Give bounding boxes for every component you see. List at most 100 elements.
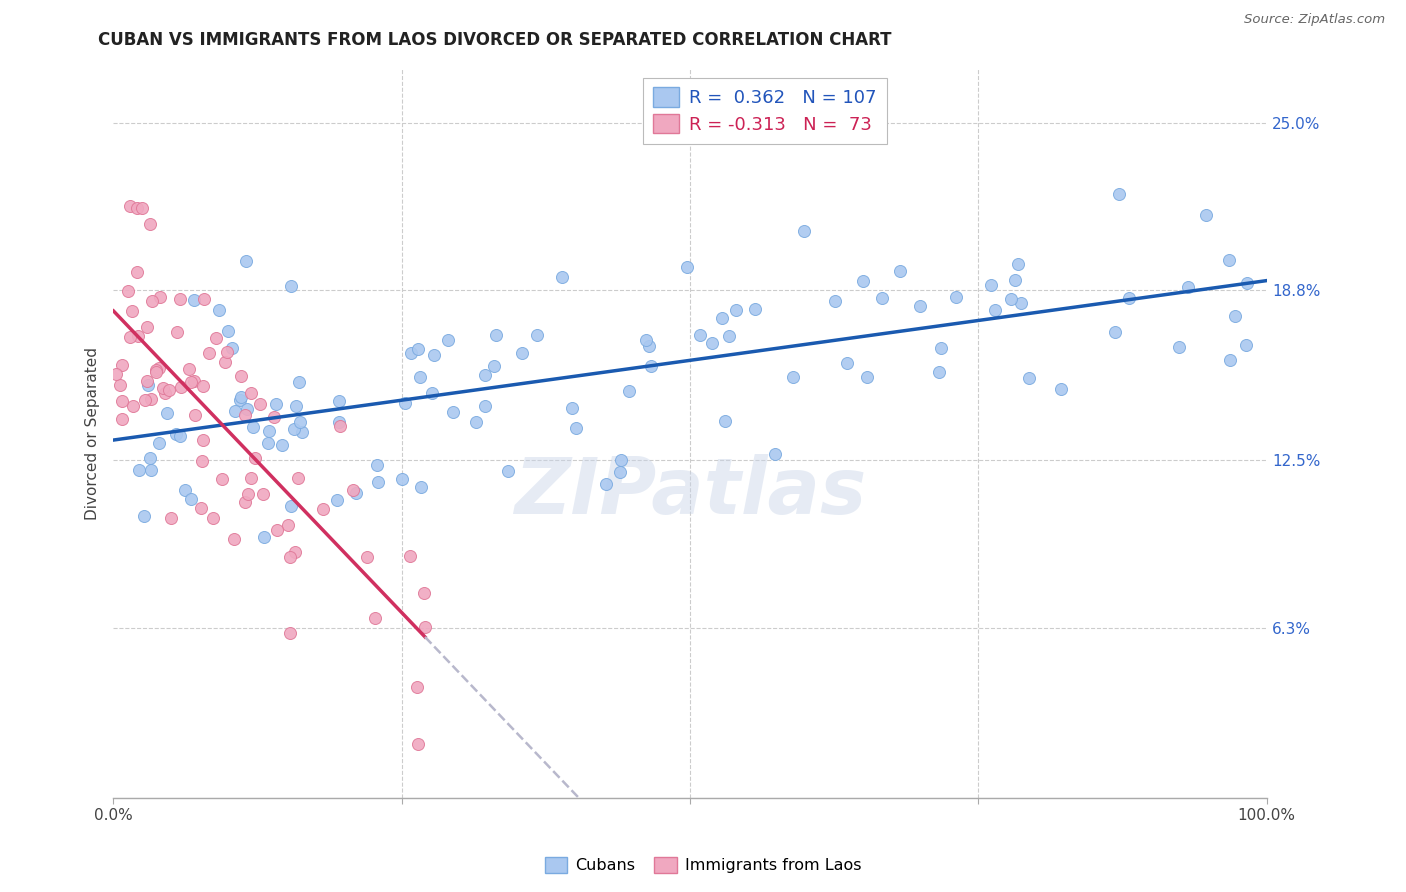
Point	[1007, 257, 1029, 271]
Point	[198, 345, 221, 359]
Point	[560, 401, 582, 415]
Point	[108, 378, 131, 392]
Point	[1004, 272, 1026, 286]
Point	[1236, 276, 1258, 290]
Point	[436, 333, 458, 347]
Point	[152, 381, 174, 395]
Point	[329, 419, 352, 434]
Point	[264, 397, 287, 411]
Point	[157, 383, 180, 397]
Point	[344, 486, 367, 500]
Point	[136, 377, 159, 392]
Point	[312, 501, 335, 516]
Point	[510, 345, 533, 359]
Point	[221, 341, 243, 355]
Point	[640, 359, 662, 373]
Point	[413, 620, 436, 634]
Point	[173, 483, 195, 497]
Point	[1018, 370, 1040, 384]
Point	[235, 494, 257, 508]
Point	[190, 500, 212, 515]
Point	[139, 217, 162, 231]
Point	[236, 487, 259, 501]
Point	[280, 499, 302, 513]
Point	[278, 550, 301, 565]
Point	[127, 265, 149, 279]
Point	[135, 320, 157, 334]
Y-axis label: Divorced or Separated: Divorced or Separated	[86, 347, 100, 520]
Point	[406, 680, 429, 694]
Point	[191, 378, 214, 392]
Point	[166, 325, 188, 339]
Point	[367, 475, 389, 489]
Point	[141, 463, 163, 477]
Point	[835, 356, 858, 370]
Point	[564, 421, 586, 435]
Point	[889, 264, 911, 278]
Point	[131, 201, 153, 215]
Point	[205, 331, 228, 345]
Point	[1108, 186, 1130, 201]
Point	[441, 405, 464, 419]
Point	[1118, 291, 1140, 305]
Point	[190, 454, 212, 468]
Point	[127, 328, 149, 343]
Point	[291, 425, 314, 439]
Point	[718, 329, 741, 343]
Point	[242, 420, 264, 434]
Point	[277, 517, 299, 532]
Point	[263, 409, 285, 424]
Point	[1195, 208, 1218, 222]
Legend: Cubans, Immigrants from Laos: Cubans, Immigrants from Laos	[538, 850, 868, 880]
Point	[409, 480, 432, 494]
Point	[240, 471, 263, 485]
Point	[183, 293, 205, 308]
Point	[160, 511, 183, 525]
Point	[169, 380, 191, 394]
Text: ZIPatlas: ZIPatlas	[515, 454, 866, 530]
Point	[288, 415, 311, 429]
Point	[482, 359, 505, 374]
Point	[156, 406, 179, 420]
Point	[278, 625, 301, 640]
Point	[118, 330, 141, 344]
Point	[526, 328, 548, 343]
Point	[208, 303, 231, 318]
Point	[399, 346, 422, 360]
Point	[910, 299, 932, 313]
Point	[1049, 382, 1071, 396]
Point	[1177, 280, 1199, 294]
Point	[243, 451, 266, 466]
Point	[155, 386, 177, 401]
Point	[233, 408, 256, 422]
Point	[211, 472, 233, 486]
Point	[231, 390, 253, 404]
Text: CUBAN VS IMMIGRANTS FROM LAOS DIVORCED OR SEPARATED CORRELATION CHART: CUBAN VS IMMIGRANTS FROM LAOS DIVORCED O…	[98, 31, 891, 49]
Point	[214, 355, 236, 369]
Point	[191, 433, 214, 447]
Point	[141, 293, 163, 308]
Point	[127, 202, 149, 216]
Point	[149, 290, 172, 304]
Point	[257, 424, 280, 438]
Point	[193, 292, 215, 306]
Point	[236, 402, 259, 417]
Point	[328, 415, 350, 429]
Point	[217, 344, 239, 359]
Point	[364, 611, 387, 625]
Point	[145, 362, 167, 376]
Point	[169, 293, 191, 307]
Point	[179, 362, 201, 376]
Point	[464, 415, 486, 429]
Point	[782, 370, 804, 384]
Point	[201, 511, 224, 525]
Point	[496, 464, 519, 478]
Point	[284, 399, 307, 413]
Point	[165, 426, 187, 441]
Text: Source: ZipAtlas.com: Source: ZipAtlas.com	[1244, 13, 1385, 27]
Point	[239, 386, 262, 401]
Point	[134, 509, 156, 524]
Point	[128, 463, 150, 477]
Point	[700, 336, 723, 351]
Point	[1234, 338, 1257, 352]
